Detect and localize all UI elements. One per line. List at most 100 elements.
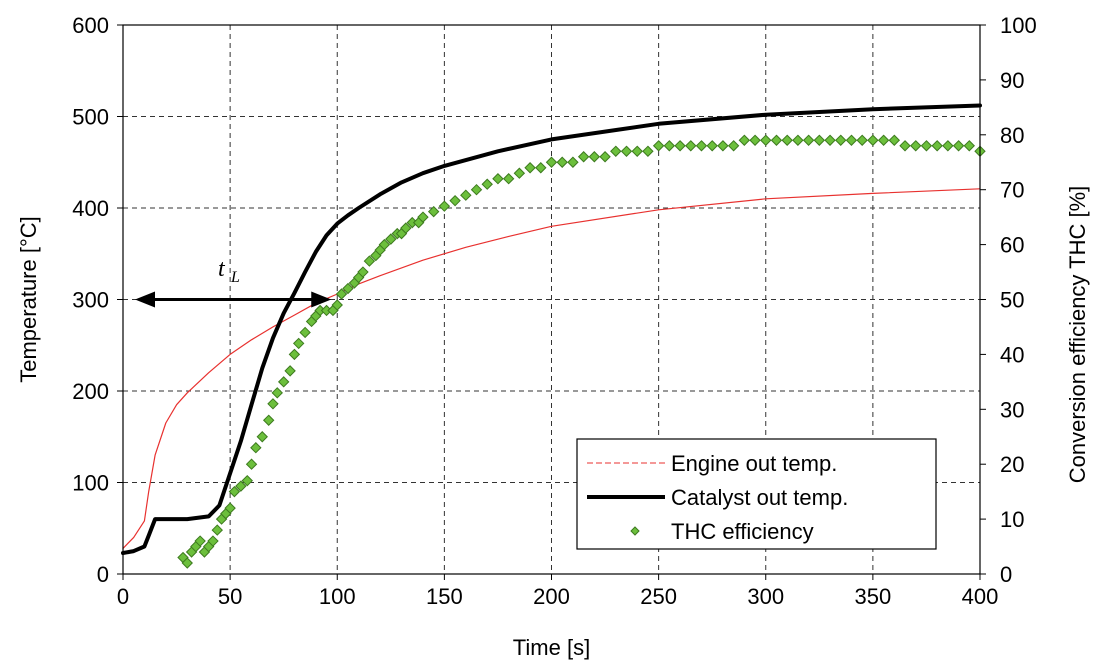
thc-efficiency-point [963, 140, 975, 152]
thc-efficiency-point [245, 458, 258, 470]
thc-efficiency-point [888, 134, 901, 146]
thc-efficiency-point [556, 156, 568, 168]
thc-efficiency-point [513, 167, 526, 179]
y2-tick-label: 70 [1000, 178, 1024, 203]
thc-efficiency-point [749, 134, 761, 146]
thc-efficiency-point [481, 178, 493, 190]
thc-efficiency-point [567, 156, 579, 168]
y-tick-label: 0 [97, 562, 109, 587]
thc-efficiency-point [717, 140, 729, 152]
thc-efficiency-point [727, 140, 740, 152]
thc-efficiency-point [502, 173, 515, 185]
thc-efficiency-point [357, 266, 369, 278]
y2-tick-label: 40 [1000, 342, 1024, 367]
x-axis-title: Time [s] [513, 635, 590, 660]
thc-efficiency-point [256, 431, 268, 443]
thc-efficiency-point [706, 140, 718, 152]
y-tick-label: 100 [72, 471, 109, 496]
legend-label: THC efficiency [671, 519, 814, 544]
thc-efficiency-point [470, 183, 483, 196]
thc-efficiency-point [599, 151, 611, 163]
thc-efficiency-point [738, 134, 751, 146]
thc-efficiency-point [770, 134, 783, 146]
thc-efficiency-point [235, 480, 247, 492]
engine-out-temp-line [122, 188, 981, 550]
thc-efficiency-point [438, 200, 451, 212]
tl-label-subscript: L [230, 269, 240, 286]
thc-efficiency-point [262, 414, 275, 426]
thc-efficiency-point [400, 222, 412, 234]
thc-efficiency-point [224, 502, 236, 514]
thc-efficiency-point [363, 255, 376, 267]
legend-thc-marker [630, 526, 640, 536]
thc-efficiency-point [194, 535, 206, 547]
y-tick-label: 300 [72, 288, 109, 313]
y2-tick-label: 60 [1000, 233, 1024, 258]
x-tick-label: 50 [218, 584, 242, 609]
thc-efficiency-point [385, 233, 397, 245]
y2-axis-title: Conversion efficiency THC [%] [1065, 186, 1090, 484]
thc-efficiency-point [620, 145, 633, 157]
thc-efficiency-point [449, 194, 461, 207]
thc-efficiency-point [802, 134, 815, 146]
thc-efficiency-point [524, 162, 536, 174]
thc-efficiency-point [460, 189, 472, 201]
thc-efficiency-point [331, 299, 343, 311]
thc-efficiency-point [545, 156, 558, 168]
x-tick-label: 100 [319, 584, 356, 609]
legend-label: Catalyst out temp. [671, 485, 848, 510]
thc-efficiency-point [931, 140, 943, 152]
thc-efficiency-point [845, 134, 858, 146]
y2-tick-label: 30 [1000, 397, 1024, 422]
thc-efficiency-point [241, 474, 253, 487]
y-tick-label: 400 [72, 196, 109, 221]
thc-efficiency-point [535, 162, 547, 174]
thc-efficiency-point [342, 282, 354, 295]
thc-efficiency-point [674, 140, 686, 152]
thc-efficiency-point [181, 557, 193, 569]
thc-efficiency-point [942, 140, 954, 152]
x-tick-label: 200 [533, 584, 570, 609]
thc-efficiency-point [378, 238, 391, 251]
thc-efficiency-point [417, 211, 429, 223]
thc-efficiency-point [642, 145, 654, 157]
x-tick-label: 150 [426, 584, 463, 609]
thc-efficiency-point [877, 134, 890, 146]
thc-efficiency-point [695, 140, 708, 152]
y-tick-label: 200 [72, 379, 109, 404]
series-layer [121, 103, 986, 569]
thc-efficiency-point [207, 535, 219, 547]
thc-efficiency-point [292, 337, 305, 350]
catalyst-out-temp-line [121, 103, 982, 555]
thc-efficiency-point [427, 205, 440, 218]
y2-tick-label: 10 [1000, 507, 1024, 532]
thc-efficiency-point [952, 140, 965, 152]
x-tick-label: 350 [855, 584, 892, 609]
tl-label: t [218, 256, 226, 282]
thc-efficiency-point [663, 140, 676, 152]
x-tick-label: 250 [640, 584, 677, 609]
y-tick-label: 600 [72, 13, 109, 38]
thc-efficiency-point [335, 288, 348, 300]
x-tick-label: 0 [117, 584, 129, 609]
thc-efficiency-point [835, 134, 847, 146]
thc-efficiency-point [813, 134, 826, 146]
thc-efficiency-point [288, 348, 301, 361]
y2-tick-label: 90 [1000, 68, 1024, 93]
legend: Engine out temp. Catalyst out temp. THC ef… [576, 438, 937, 550]
thc-efficiency-point [781, 134, 793, 146]
thc-efficiency-point [211, 524, 223, 536]
thc-efficiency-point [824, 134, 836, 146]
thc-efficiency-point [910, 140, 922, 152]
thc-efficiency-point [267, 398, 279, 410]
thc-efficiency-point [867, 134, 879, 146]
thc-efficiency-point [760, 134, 772, 146]
y2-tick-label: 80 [1000, 123, 1024, 148]
y-axis-title: Temperature [°C] [16, 216, 41, 383]
y2-tick-label: 100 [1000, 13, 1037, 38]
axes: 0 50 100 150 200 250 300 350 4000100200300400500… [16, 13, 1090, 660]
thc-efficiency-point [652, 140, 665, 152]
thc-efficiency-point [856, 134, 868, 146]
thc-efficiency-point [250, 442, 262, 454]
x-tick-label: 300 [747, 584, 784, 609]
